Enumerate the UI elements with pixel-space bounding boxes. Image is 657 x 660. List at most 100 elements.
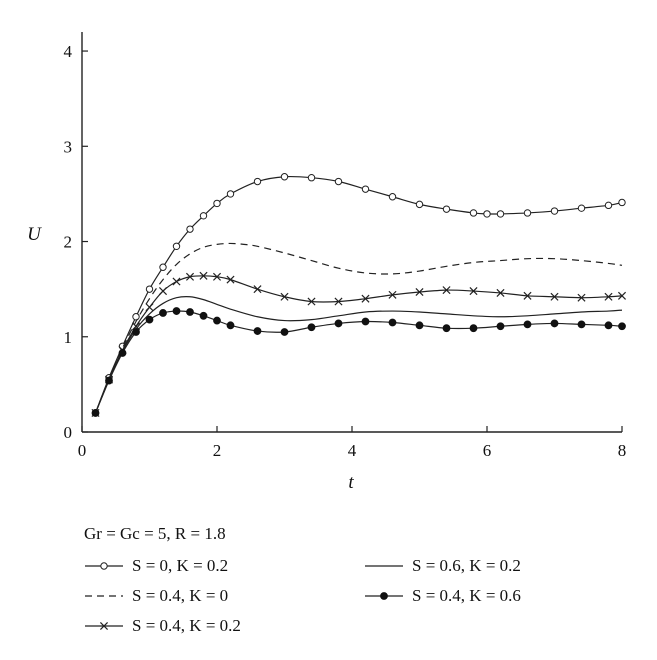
data-point xyxy=(496,288,505,297)
data-point xyxy=(361,185,370,193)
series-line xyxy=(94,296,623,414)
data-point xyxy=(132,313,140,321)
data-point xyxy=(226,190,235,198)
line-chart: 0 2 4 6 8 0 1 2 3 4 U t xyxy=(27,32,627,493)
data-point xyxy=(280,328,289,336)
data-point xyxy=(361,317,370,326)
legend-marker xyxy=(99,621,109,631)
data-point xyxy=(105,376,113,385)
series-5 xyxy=(91,307,626,417)
data-point xyxy=(226,321,235,330)
data-point xyxy=(185,272,195,281)
series-4 xyxy=(94,296,623,414)
x-tick-label: 0 xyxy=(78,441,87,460)
y-tick-label: 3 xyxy=(64,137,73,156)
data-point xyxy=(523,209,532,217)
data-point xyxy=(132,328,140,336)
data-point xyxy=(361,294,370,303)
data-point xyxy=(253,285,262,294)
series-2 xyxy=(94,242,623,414)
series-line xyxy=(94,275,623,414)
data-point xyxy=(469,287,478,296)
data-point xyxy=(213,316,221,325)
data-point xyxy=(159,263,167,271)
x-tick-label: 6 xyxy=(483,441,492,460)
series-3 xyxy=(91,271,627,417)
legend-swatch xyxy=(85,595,123,597)
y-tick-label: 4 xyxy=(64,42,73,61)
data-point xyxy=(253,177,262,186)
data-point xyxy=(118,349,127,357)
data-point xyxy=(496,322,505,331)
legend-marker xyxy=(380,592,388,600)
data-point xyxy=(469,324,478,333)
data-point xyxy=(523,291,532,300)
y-tick-label: 0 xyxy=(64,423,73,442)
series-line xyxy=(94,310,623,414)
series-line xyxy=(94,242,623,414)
tick-labels: 0 2 4 6 8 0 1 2 3 4 xyxy=(64,42,627,460)
data-point xyxy=(577,320,586,329)
legend-label: S = 0.4, K = 0.6 xyxy=(412,586,521,605)
x-axis-label: t xyxy=(348,472,354,493)
data-point xyxy=(442,205,451,213)
legend-swatch xyxy=(85,562,123,570)
data-point xyxy=(172,307,181,315)
legend-marker xyxy=(100,562,108,570)
data-point xyxy=(199,311,208,320)
legend-label: S = 0.4, K = 0.2 xyxy=(132,616,241,635)
data-point xyxy=(172,277,181,286)
data-point xyxy=(159,309,167,317)
series-layer xyxy=(91,173,627,417)
legend-label: S = 0.6, K = 0.2 xyxy=(412,556,521,575)
data-point xyxy=(334,319,343,328)
data-point xyxy=(388,318,397,327)
legend-title: Gr = Gc = 5, R = 1.8 xyxy=(84,524,226,543)
legend: Gr = Gc = 5, R = 1.8 S = 0, K = 0.2 S = 0… xyxy=(84,524,644,644)
data-point xyxy=(415,200,424,209)
legend-swatch xyxy=(85,621,123,631)
data-point xyxy=(496,210,505,218)
data-point xyxy=(618,198,626,207)
data-point xyxy=(442,286,451,295)
x-tick-label: 4 xyxy=(348,441,357,460)
data-point xyxy=(604,321,613,330)
legend-swatch xyxy=(365,565,403,567)
data-point xyxy=(199,271,208,280)
legend-label: S = 0.4, K = 0 xyxy=(132,586,229,605)
data-point xyxy=(307,323,316,332)
data-point xyxy=(226,275,235,284)
data-point xyxy=(550,207,559,215)
data-point xyxy=(334,177,343,186)
data-point xyxy=(550,319,559,328)
data-point xyxy=(334,297,343,306)
data-point xyxy=(618,322,626,331)
data-point xyxy=(145,285,154,293)
data-point xyxy=(172,242,181,250)
series-1 xyxy=(91,173,626,417)
data-point xyxy=(577,204,586,212)
data-point xyxy=(550,292,559,301)
data-point xyxy=(604,201,613,210)
data-point xyxy=(415,287,424,297)
data-point xyxy=(213,199,221,208)
data-point xyxy=(307,174,316,182)
data-point xyxy=(307,297,316,306)
data-point xyxy=(186,225,194,233)
x-tick-label: 2 xyxy=(213,441,222,460)
data-point xyxy=(280,292,289,301)
data-point xyxy=(415,321,424,330)
y-tick-label: 1 xyxy=(64,328,73,347)
data-point xyxy=(91,409,100,417)
data-point xyxy=(253,327,262,335)
y-axis-label: U xyxy=(27,224,42,245)
data-point xyxy=(604,292,613,301)
y-tick-label: 2 xyxy=(64,233,73,252)
data-point xyxy=(145,303,154,312)
legend-label: S = 0, K = 0.2 xyxy=(132,556,229,575)
series-line xyxy=(94,175,623,414)
x-tick-label: 8 xyxy=(618,441,627,460)
axes xyxy=(81,32,622,433)
data-point xyxy=(577,293,586,302)
data-point xyxy=(442,324,451,333)
